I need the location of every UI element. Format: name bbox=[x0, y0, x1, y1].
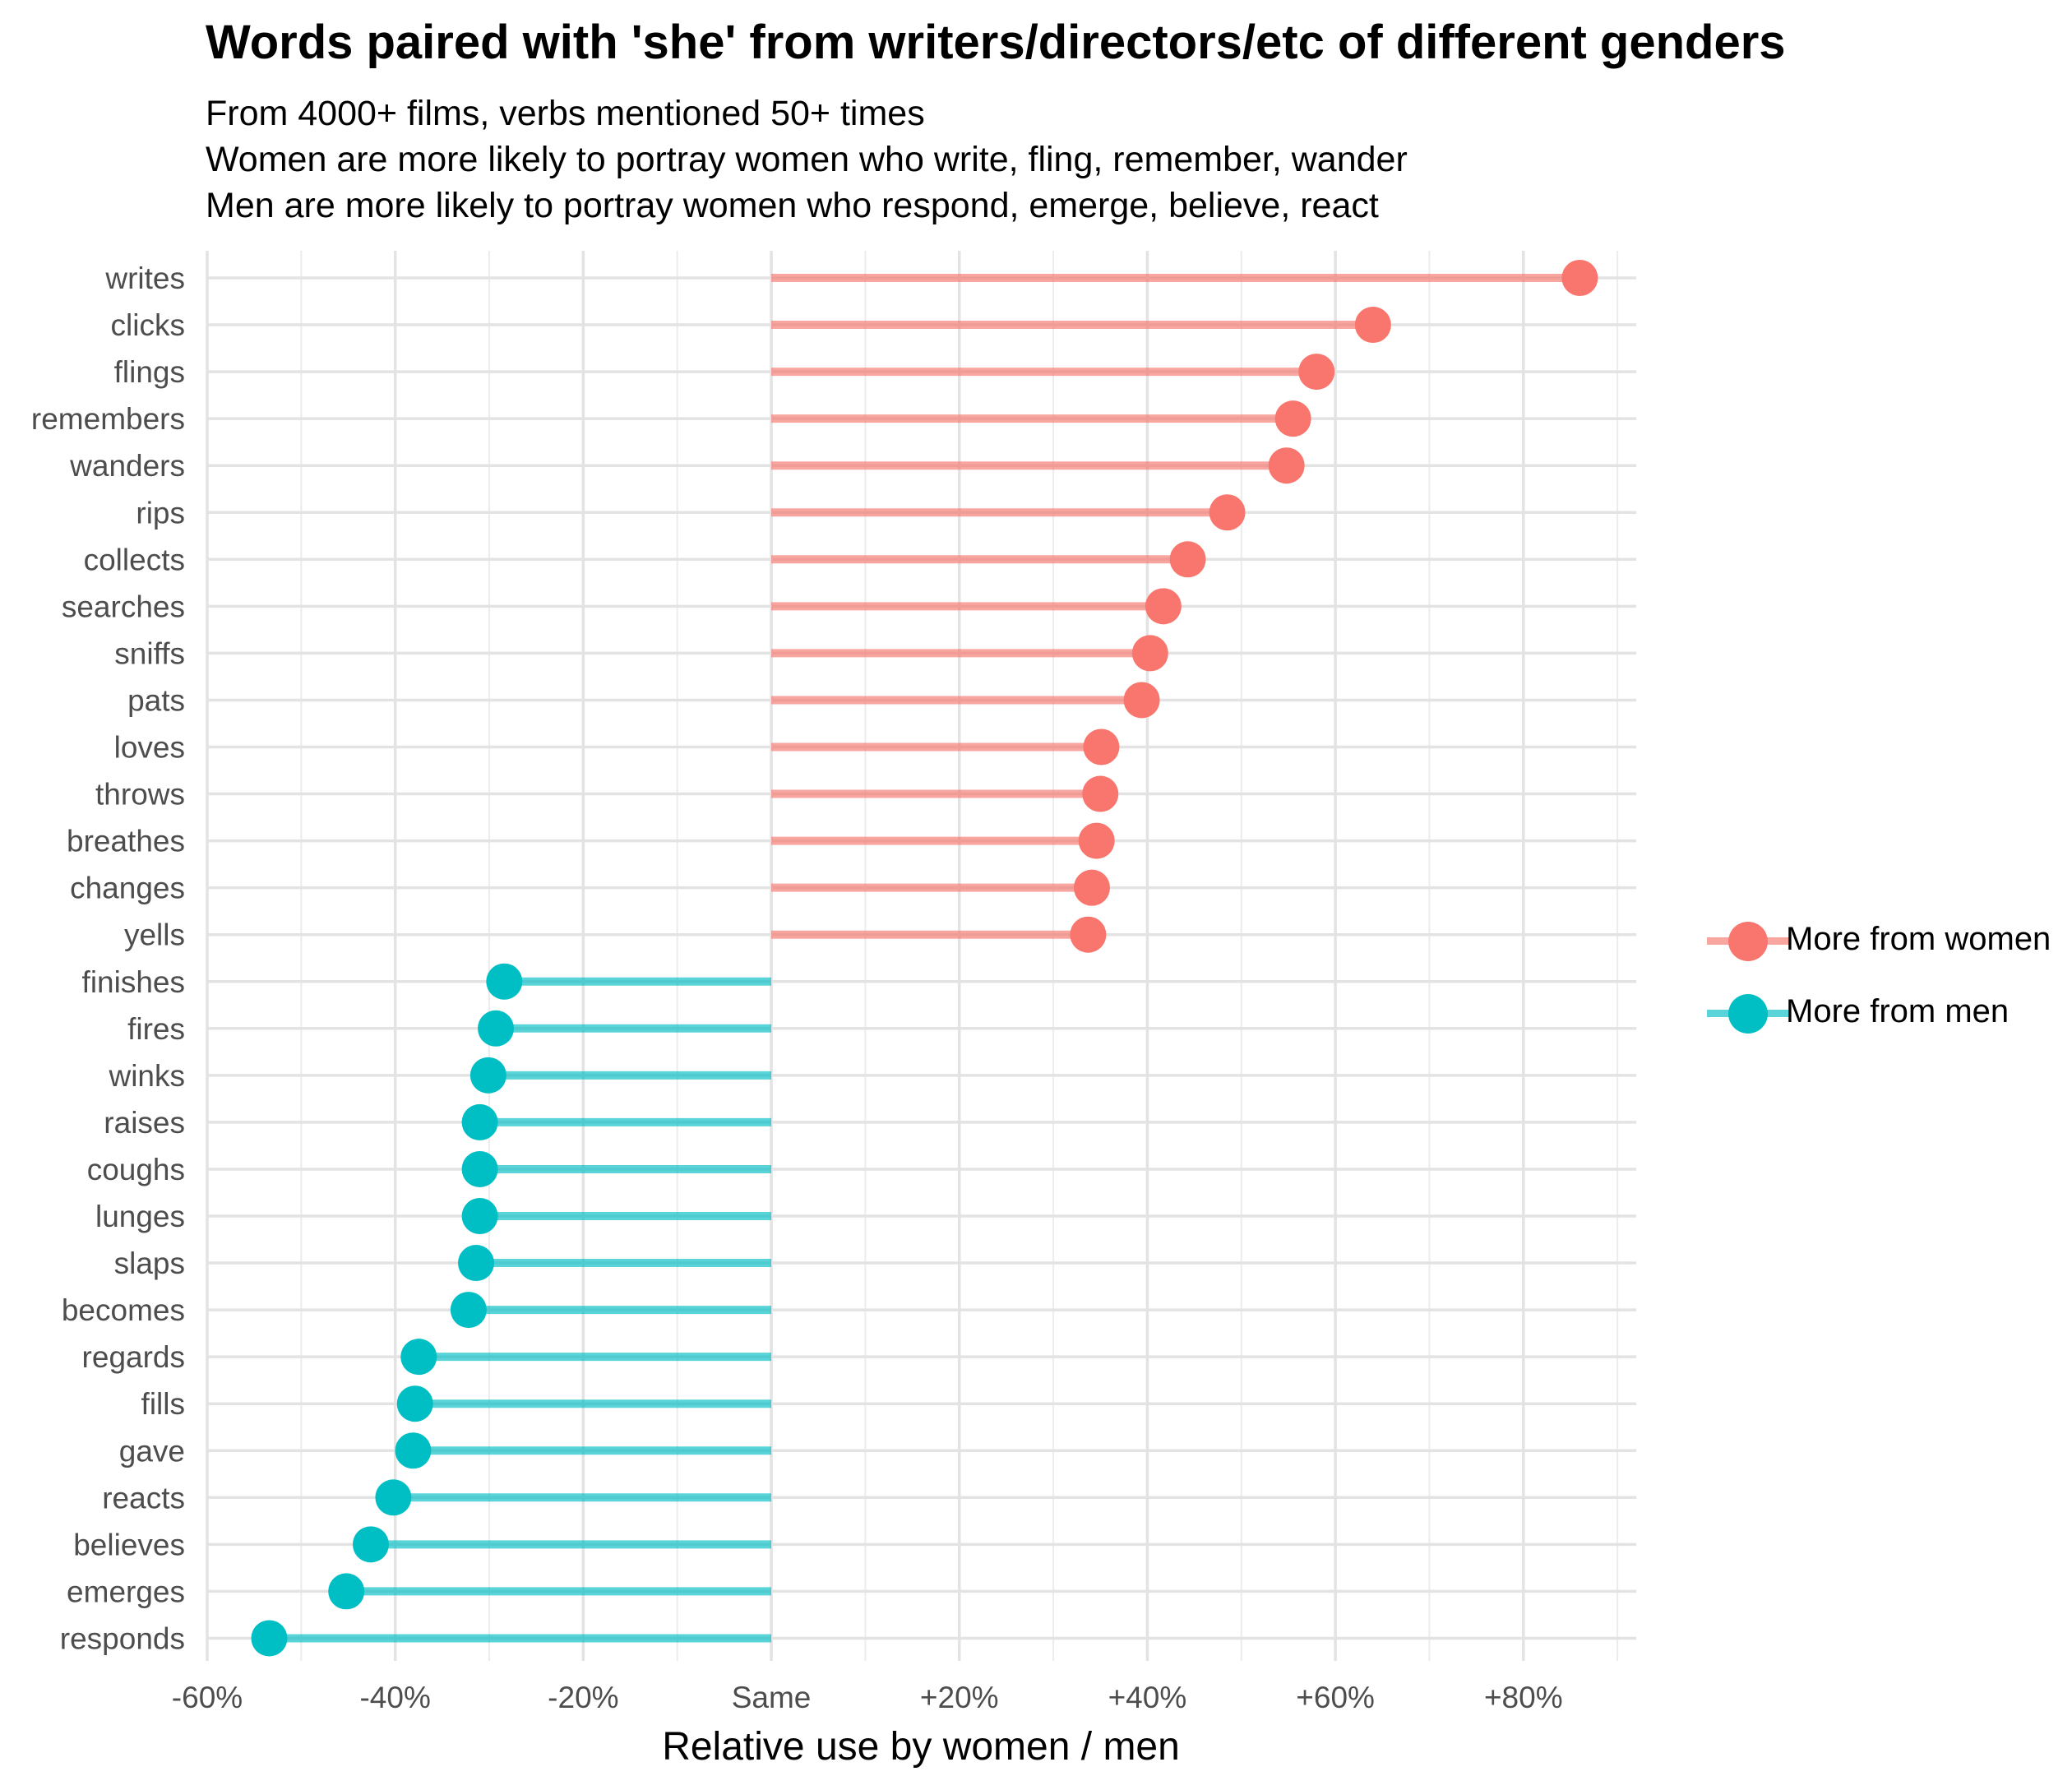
y-label: fires bbox=[127, 1012, 185, 1046]
y-label: slaps bbox=[114, 1246, 185, 1280]
x-tick-label: -20% bbox=[548, 1681, 618, 1714]
y-label: clicks bbox=[111, 308, 185, 342]
point bbox=[1209, 494, 1246, 531]
y-label: flings bbox=[114, 355, 185, 389]
point bbox=[1298, 354, 1335, 391]
point bbox=[458, 1245, 495, 1282]
point bbox=[450, 1292, 487, 1329]
y-label: raises bbox=[104, 1106, 185, 1140]
x-tick-label: -40% bbox=[359, 1681, 430, 1714]
legend-key-women bbox=[1704, 904, 1794, 977]
y-label: winks bbox=[108, 1059, 185, 1093]
point bbox=[461, 1150, 498, 1187]
point bbox=[395, 1432, 432, 1469]
y-label: gave bbox=[119, 1434, 185, 1468]
point bbox=[1123, 682, 1160, 719]
y-label: pats bbox=[127, 683, 185, 717]
point bbox=[1145, 588, 1182, 625]
point bbox=[469, 1057, 506, 1094]
legend-dot-women bbox=[1728, 922, 1768, 961]
point bbox=[352, 1526, 389, 1563]
y-label: breathes bbox=[67, 825, 185, 858]
x-tick-label: +40% bbox=[1108, 1681, 1187, 1714]
subtitle-line-3: Men are more likely to portray women who… bbox=[206, 186, 1379, 225]
x-tick-label: +60% bbox=[1296, 1681, 1375, 1714]
legend-dot-men bbox=[1728, 994, 1768, 1034]
y-label: wanders bbox=[69, 449, 185, 483]
grid-lines bbox=[206, 251, 1636, 1661]
x-axis-title: Relative use by women / men bbox=[662, 1725, 1180, 1769]
point bbox=[375, 1479, 412, 1516]
chart-title: Words paired with 'she' from writers/dir… bbox=[206, 16, 1786, 69]
y-label: searches bbox=[62, 590, 185, 623]
y-label: finishes bbox=[82, 965, 185, 999]
lollipop-stems bbox=[269, 274, 1580, 1643]
legend-label-men: More from men bbox=[1786, 993, 2010, 1029]
point bbox=[1078, 822, 1115, 859]
y-label: regards bbox=[82, 1340, 185, 1374]
point bbox=[1354, 307, 1391, 344]
y-label: sniffs bbox=[114, 636, 185, 670]
subtitle-line-1: From 4000+ films, verbs mentioned 50+ ti… bbox=[206, 94, 925, 133]
point bbox=[1169, 541, 1206, 578]
lollipop-dots bbox=[251, 260, 1598, 1657]
y-label: reacts bbox=[102, 1481, 185, 1515]
x-tick-label: +80% bbox=[1484, 1681, 1563, 1714]
y-label: lunges bbox=[95, 1200, 185, 1233]
y-axis-labels: writes clicks flings remembers wanders rips co… bbox=[31, 261, 185, 1655]
y-label: changes bbox=[70, 872, 185, 905]
y-label: responds bbox=[60, 1621, 185, 1655]
point bbox=[251, 1620, 288, 1657]
y-label: rips bbox=[136, 496, 185, 530]
point bbox=[1073, 869, 1110, 906]
point bbox=[1561, 260, 1598, 296]
subtitle-line-2: Women are more likely to portray women w… bbox=[206, 140, 1408, 179]
chart-subtitle: From 4000+ films, verbs mentioned 50+ ti… bbox=[206, 90, 1408, 229]
point bbox=[461, 1198, 498, 1234]
y-label: believes bbox=[73, 1528, 185, 1561]
point bbox=[1268, 447, 1305, 484]
point bbox=[1070, 916, 1107, 953]
point bbox=[478, 1010, 515, 1047]
y-label: collects bbox=[84, 543, 185, 576]
x-tick-label: Same bbox=[732, 1681, 812, 1714]
point bbox=[1083, 728, 1120, 765]
point bbox=[400, 1339, 437, 1376]
legend-label-women: More from women bbox=[1786, 921, 2051, 957]
y-label: emerges bbox=[67, 1575, 185, 1608]
point bbox=[1274, 400, 1311, 437]
legend-key-men bbox=[1704, 977, 1794, 1049]
y-label: remembers bbox=[31, 402, 185, 436]
point bbox=[461, 1103, 498, 1140]
y-label: fills bbox=[141, 1387, 185, 1421]
y-label: yells bbox=[124, 918, 185, 952]
point bbox=[1082, 775, 1119, 812]
point bbox=[1131, 635, 1168, 672]
y-label: becomes bbox=[62, 1293, 185, 1327]
point bbox=[396, 1385, 433, 1422]
point bbox=[328, 1573, 365, 1610]
x-tick-label: +20% bbox=[920, 1681, 999, 1714]
y-label: coughs bbox=[87, 1153, 185, 1186]
x-tick-label: -60% bbox=[172, 1681, 243, 1714]
y-label: writes bbox=[104, 261, 185, 295]
y-label: loves bbox=[114, 731, 185, 765]
x-axis-tick-labels: -60% -40% -20% Same +20% +40% +60% +80% bbox=[172, 1681, 1563, 1714]
point bbox=[486, 963, 523, 1000]
y-label: throws bbox=[95, 778, 185, 812]
